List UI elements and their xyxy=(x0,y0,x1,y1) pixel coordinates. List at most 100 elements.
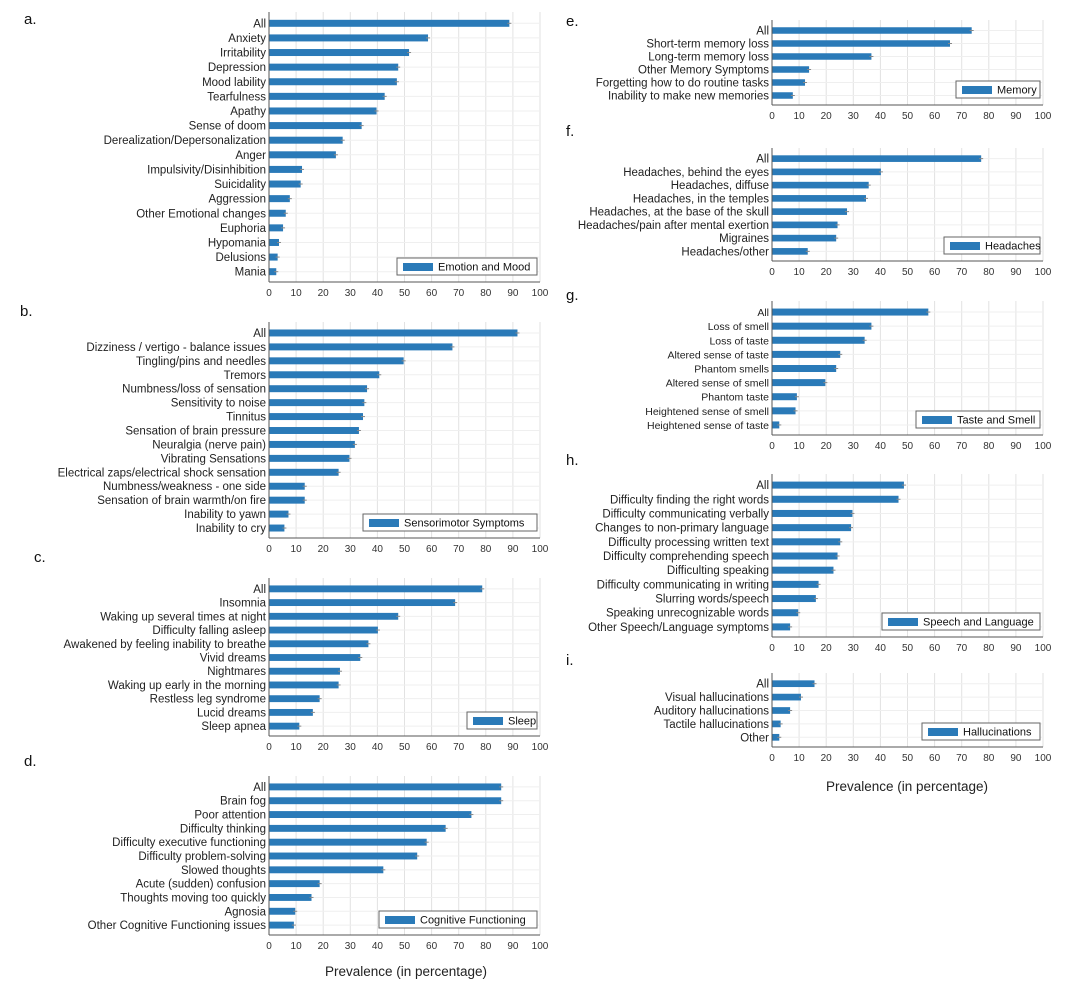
panel-h-category-9: Speaking unrecognizable words xyxy=(606,608,769,620)
panel-e-category-4: Forgetting how to do routine tasks xyxy=(596,78,769,90)
panel-f-category-5: Headaches/pain after mental exertion xyxy=(578,220,769,232)
panel-b-bar-11 xyxy=(269,482,305,490)
panel-f-tick-10: 10 xyxy=(794,267,806,278)
panel-b-bar-13 xyxy=(269,510,289,518)
panel-b-tick-30: 30 xyxy=(345,544,357,555)
panel-h-tick-10: 10 xyxy=(794,643,806,654)
panel-e-bar-1 xyxy=(772,40,951,47)
panel-h-bar-9 xyxy=(772,609,799,617)
x-axis-label-right: Prevalence (in percentage) xyxy=(826,779,988,794)
panel-b-bar-5 xyxy=(269,399,365,407)
panel-e-tick-10: 10 xyxy=(794,111,806,122)
panel-c-category-10: Sleep apnea xyxy=(201,721,266,733)
panel-i-letter: i. xyxy=(566,652,574,669)
panel-b-tick-70: 70 xyxy=(453,544,465,555)
panel-f-bar-0 xyxy=(772,155,982,162)
panel-a-category-11: Suicidality xyxy=(214,179,266,191)
panel-a-bar-4 xyxy=(269,78,397,86)
panel-b-category-9: Vibrating Sensations xyxy=(161,453,267,465)
panel-d-bar-6 xyxy=(269,866,384,874)
panel-d-tick-10: 10 xyxy=(291,941,303,952)
panel-h-tick-0: 0 xyxy=(769,643,775,654)
panel-a-category-4: Mood lability xyxy=(202,77,266,89)
panel-h-category-10: Other Speech/Language symptoms xyxy=(588,622,769,634)
panel-e-tick-90: 90 xyxy=(1010,111,1022,122)
panel-b-legend-box xyxy=(362,513,538,532)
panel-a-tick-100: 100 xyxy=(532,288,549,299)
panel-e-tick-30: 30 xyxy=(848,111,860,122)
panel-h-bar-10 xyxy=(772,623,791,631)
panel-a-tick-60: 60 xyxy=(426,288,438,299)
panel-g-category-4: Phantom smells xyxy=(694,364,769,376)
panel-b-category-8: Neuralgia (nerve pain) xyxy=(152,439,266,451)
panel-c-category-9: Lucid dreams xyxy=(197,707,266,719)
panel-d-category-10: Other Cognitive Functioning issues xyxy=(88,920,267,932)
panel-d-bar-9 xyxy=(269,907,296,915)
panel-f-bar-7 xyxy=(772,248,808,255)
panel-c-tick-50: 50 xyxy=(399,742,411,753)
panel-i-tick-90: 90 xyxy=(1010,753,1022,764)
panel-h-category-7: Difficulty communicating in writing xyxy=(597,579,769,591)
panel-b-bar-6 xyxy=(269,413,363,421)
panel-h-category-4: Difficulty processing written text xyxy=(608,537,770,549)
panel-d-category-7: Acute (sudden) confusion xyxy=(136,879,266,891)
panel-g-tick-30: 30 xyxy=(848,441,860,452)
panel-h-tick-30: 30 xyxy=(848,643,860,654)
panel-a-category-2: Irritability xyxy=(220,48,266,60)
panel-c-legend-label: Sleep xyxy=(508,716,536,728)
panel-h-bar-3 xyxy=(772,524,852,532)
panel-g-tick-90: 90 xyxy=(1010,441,1022,452)
panel-e-bar-4 xyxy=(772,79,806,86)
panel-e-letter: e. xyxy=(566,13,579,30)
panel-h-tick-100: 100 xyxy=(1035,643,1052,654)
panel-c-bar-9 xyxy=(269,708,313,716)
panel-f-tick-80: 80 xyxy=(983,267,995,278)
panel-a-category-0: All xyxy=(253,18,266,30)
panel-d-bar-7 xyxy=(269,880,320,888)
panel-d-category-5: Difficulty problem-solving xyxy=(138,851,266,863)
panel-d-category-2: Poor attention xyxy=(194,810,266,822)
panel-f-letter: f. xyxy=(566,123,574,140)
panel-h-tick-90: 90 xyxy=(1010,643,1022,654)
panel-c-tick-70: 70 xyxy=(453,742,465,753)
panel-h-category-3: Changes to non-primary language xyxy=(595,523,769,535)
panel-b-tick-90: 90 xyxy=(507,544,519,555)
panel-d-legend-label: Cognitive Functioning xyxy=(420,915,526,927)
panel-d-category-9: Agnosia xyxy=(224,906,266,918)
panel-a-bar-15 xyxy=(269,238,279,246)
panel-c-tick-40: 40 xyxy=(372,742,384,753)
panel-b-category-2: Tingling/pins and needles xyxy=(136,356,266,368)
panel-a-category-15: Hypomania xyxy=(208,237,267,249)
panel-e-tick-50: 50 xyxy=(902,111,914,122)
panel-a-tick-10: 10 xyxy=(291,288,303,299)
panel-f-tick-70: 70 xyxy=(956,267,968,278)
panel-c-bar-6 xyxy=(269,667,340,675)
panel-i-bar-4 xyxy=(772,733,780,741)
panel-a-bar-7 xyxy=(269,122,362,130)
panel-c-bar-3 xyxy=(269,626,378,634)
panel-h-category-6: Difficulting speaking xyxy=(667,565,769,577)
panel-e-tick-80: 80 xyxy=(983,111,995,122)
panel-a-bar-11 xyxy=(269,180,301,188)
panel-i-tick-20: 20 xyxy=(821,753,833,764)
panel-b-bar-9 xyxy=(269,454,350,462)
panel-e-tick-0: 0 xyxy=(769,111,775,122)
panel-e-category-1: Short-term memory loss xyxy=(646,39,769,51)
panel-g-bar-7 xyxy=(772,407,796,415)
panel-i-tick-10: 10 xyxy=(794,753,806,764)
panel-a-tick-20: 20 xyxy=(318,288,330,299)
panel-g-category-8: Heightened sense of taste xyxy=(647,420,769,432)
panel-i-category-4: Other xyxy=(740,732,769,744)
panel-a-bar-1 xyxy=(269,34,429,42)
panel-g-category-2: Loss of taste xyxy=(709,335,769,347)
panel-a-tick-30: 30 xyxy=(345,288,357,299)
panel-i-tick-100: 100 xyxy=(1035,753,1052,764)
panel-a-bar-12 xyxy=(269,195,290,203)
panel-f-category-6: Migraines xyxy=(719,233,769,245)
panel-f-category-3: Headaches, in the temples xyxy=(633,193,769,205)
panel-g-tick-0: 0 xyxy=(769,441,775,452)
panel-e-tick-20: 20 xyxy=(821,111,833,122)
panel-i-tick-40: 40 xyxy=(875,753,887,764)
panel-h-tick-60: 60 xyxy=(929,643,941,654)
panel-c-bar-7 xyxy=(269,681,339,689)
